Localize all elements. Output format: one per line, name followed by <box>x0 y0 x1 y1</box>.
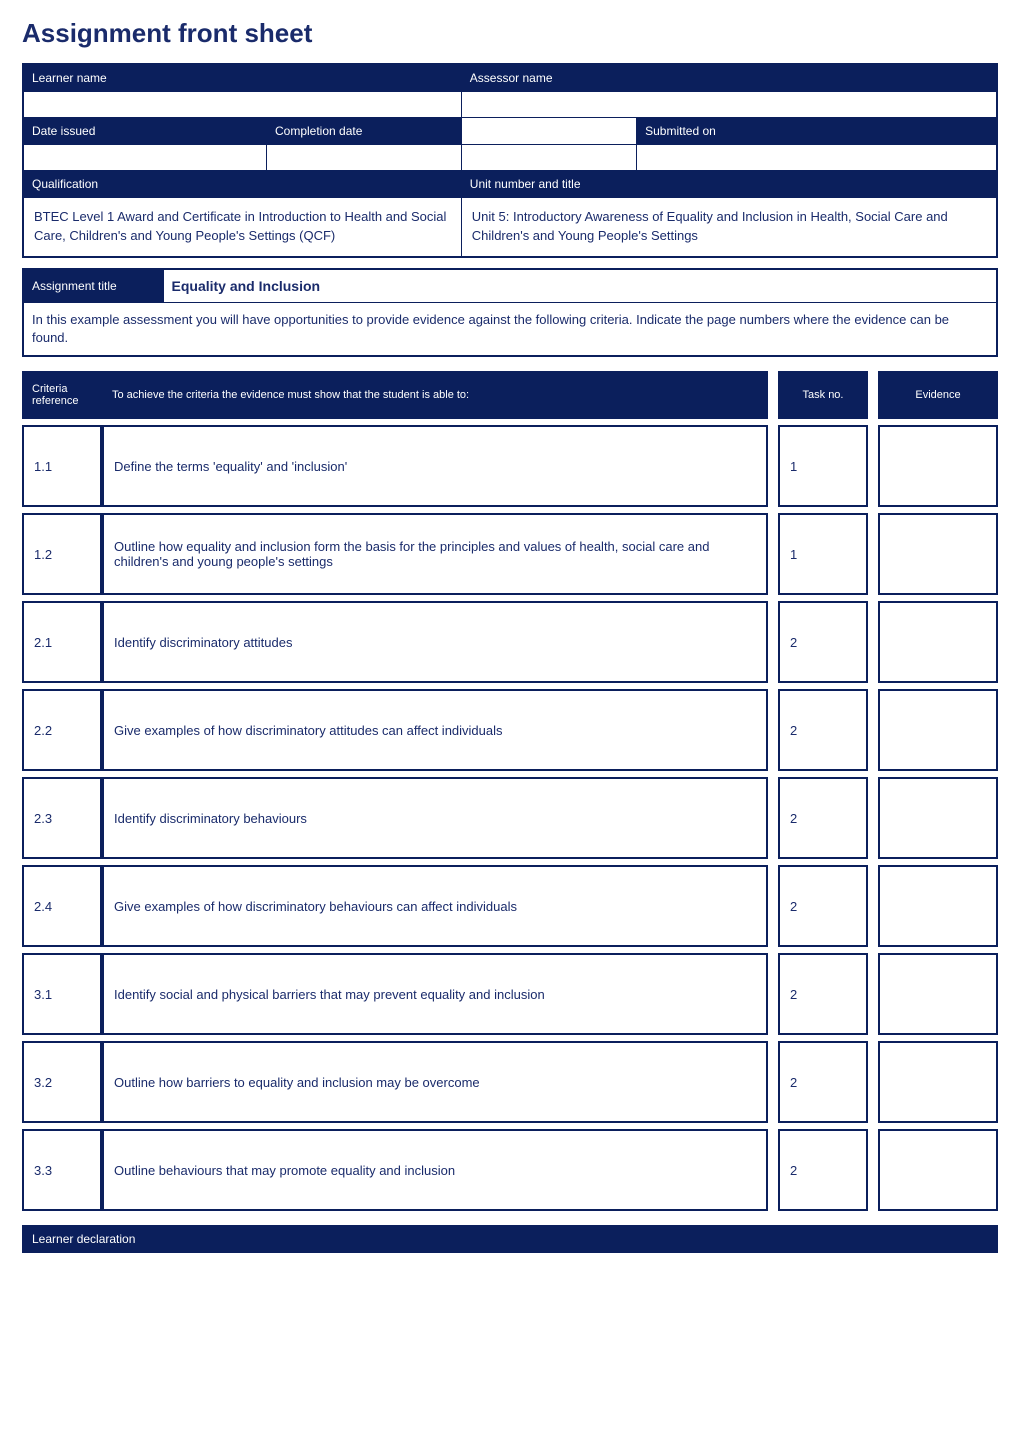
header-gap-2 <box>868 371 878 419</box>
criteria-text: Outline how equality and inclusion form … <box>102 513 768 595</box>
criteria-evidence[interactable] <box>878 777 998 859</box>
learner-declaration-header: Learner declaration <box>22 1225 998 1253</box>
criteria-ref-header: Criteria reference <box>22 371 102 419</box>
completion-date-header: Completion date <box>267 118 462 145</box>
page-title: Assignment front sheet <box>22 18 998 49</box>
row-gap <box>868 513 878 595</box>
criteria-task: 2 <box>778 601 868 683</box>
criteria-evidence[interactable] <box>878 689 998 771</box>
row-gap <box>868 953 878 1035</box>
criteria-row: 2.4Give examples of how discriminatory b… <box>22 865 998 947</box>
criteria-task: 2 <box>778 777 868 859</box>
criteria-text: Outline how barriers to equality and inc… <box>102 1041 768 1123</box>
criteria-ref: 2.1 <box>22 601 102 683</box>
row-gap <box>868 425 878 507</box>
learner-assessor-table: Learner name Assessor name Date issued C… <box>22 63 998 258</box>
criteria-task: 2 <box>778 1041 868 1123</box>
unit-number-title-value: Unit 5: Introductory Awareness of Equali… <box>461 198 997 257</box>
criteria-evidence[interactable] <box>878 865 998 947</box>
criteria-text: Identify discriminatory attitudes <box>102 601 768 683</box>
criteria-row: 2.1Identify discriminatory attitudes2 <box>22 601 998 683</box>
row-gap <box>868 1041 878 1123</box>
criteria-row: 2.2Give examples of how discriminatory a… <box>22 689 998 771</box>
criteria-evidence[interactable] <box>878 425 998 507</box>
assignment-banner: Assignment title Equality and Inclusion … <box>22 268 998 357</box>
row-gap <box>868 1129 878 1211</box>
row-gap <box>768 865 778 947</box>
date-issued-value[interactable] <box>23 145 267 171</box>
completion-date-value[interactable] <box>267 145 462 171</box>
criteria-evidence[interactable] <box>878 953 998 1035</box>
criteria-text: Identify social and physical barriers th… <box>102 953 768 1035</box>
criteria-text: Give examples of how discriminatory atti… <box>102 689 768 771</box>
row-gap <box>768 1041 778 1123</box>
gap-cell-2 <box>461 145 636 171</box>
unit-number-title-header: Unit number and title <box>461 171 997 198</box>
row-gap <box>768 689 778 771</box>
row-gap <box>768 601 778 683</box>
criteria-task: 1 <box>778 425 868 507</box>
criteria-row: 3.1Identify social and physical barriers… <box>22 953 998 1035</box>
criteria-ref: 2.3 <box>22 777 102 859</box>
assessor-name-header: Assessor name <box>461 64 997 92</box>
criteria-task: 2 <box>778 953 868 1035</box>
criteria-text: Identify discriminatory behaviours <box>102 777 768 859</box>
criteria-task: 2 <box>778 689 868 771</box>
row-gap <box>768 953 778 1035</box>
criteria-task-header: Task no. <box>778 371 868 419</box>
criteria-row: 3.2Outline how barriers to equality and … <box>22 1041 998 1123</box>
row-gap <box>768 513 778 595</box>
criteria-task: 1 <box>778 513 868 595</box>
row-gap <box>868 689 878 771</box>
submitted-on-header: Submitted on <box>637 118 997 145</box>
criteria-evidence[interactable] <box>878 513 998 595</box>
criteria-evidence[interactable] <box>878 601 998 683</box>
criteria-row: 2.3Identify discriminatory behaviours2 <box>22 777 998 859</box>
criteria-ref: 3.3 <box>22 1129 102 1211</box>
row-gap <box>768 777 778 859</box>
assignment-title-label: Assignment title <box>23 269 163 303</box>
criteria-ref: 2.2 <box>22 689 102 771</box>
criteria-text: Outline behaviours that may promote equa… <box>102 1129 768 1211</box>
submitted-on-value[interactable] <box>637 145 997 171</box>
criteria-text: Define the terms 'equality' and 'inclusi… <box>102 425 768 507</box>
criteria-evidence[interactable] <box>878 1129 998 1211</box>
criteria-row: 3.3Outline behaviours that may promote e… <box>22 1129 998 1211</box>
criteria-evidence[interactable] <box>878 1041 998 1123</box>
gap-cell <box>461 118 636 145</box>
criteria-ref: 3.1 <box>22 953 102 1035</box>
row-gap <box>768 1129 778 1211</box>
row-gap <box>868 601 878 683</box>
criteria-ref: 3.2 <box>22 1041 102 1123</box>
criteria-row: 1.2Outline how equality and inclusion fo… <box>22 513 998 595</box>
learner-name-header: Learner name <box>23 64 461 92</box>
criteria-achieve-header: To achieve the criteria the evidence mus… <box>102 371 768 419</box>
row-gap <box>868 865 878 947</box>
criteria-ref: 1.1 <box>22 425 102 507</box>
qualification-header: Qualification <box>23 171 461 198</box>
criteria-task: 2 <box>778 865 868 947</box>
criteria-ref: 2.4 <box>22 865 102 947</box>
criteria-text: Give examples of how discriminatory beha… <box>102 865 768 947</box>
criteria-evidence-header: Evidence <box>878 371 998 419</box>
date-issued-header: Date issued <box>23 118 267 145</box>
row-gap <box>868 777 878 859</box>
criteria-ref: 1.2 <box>22 513 102 595</box>
criteria-table: Criteria reference To achieve the criter… <box>22 371 998 1211</box>
header-gap-1 <box>768 371 778 419</box>
qualification-value: BTEC Level 1 Award and Certificate in In… <box>23 198 461 257</box>
row-gap <box>768 425 778 507</box>
assignment-title-value: Equality and Inclusion <box>163 269 997 303</box>
criteria-task: 2 <box>778 1129 868 1211</box>
learner-name-value[interactable] <box>23 92 461 118</box>
assessor-name-value[interactable] <box>461 92 997 118</box>
criteria-row: 1.1Define the terms 'equality' and 'incl… <box>22 425 998 507</box>
assessment-intro: In this example assessment you will have… <box>23 302 997 356</box>
